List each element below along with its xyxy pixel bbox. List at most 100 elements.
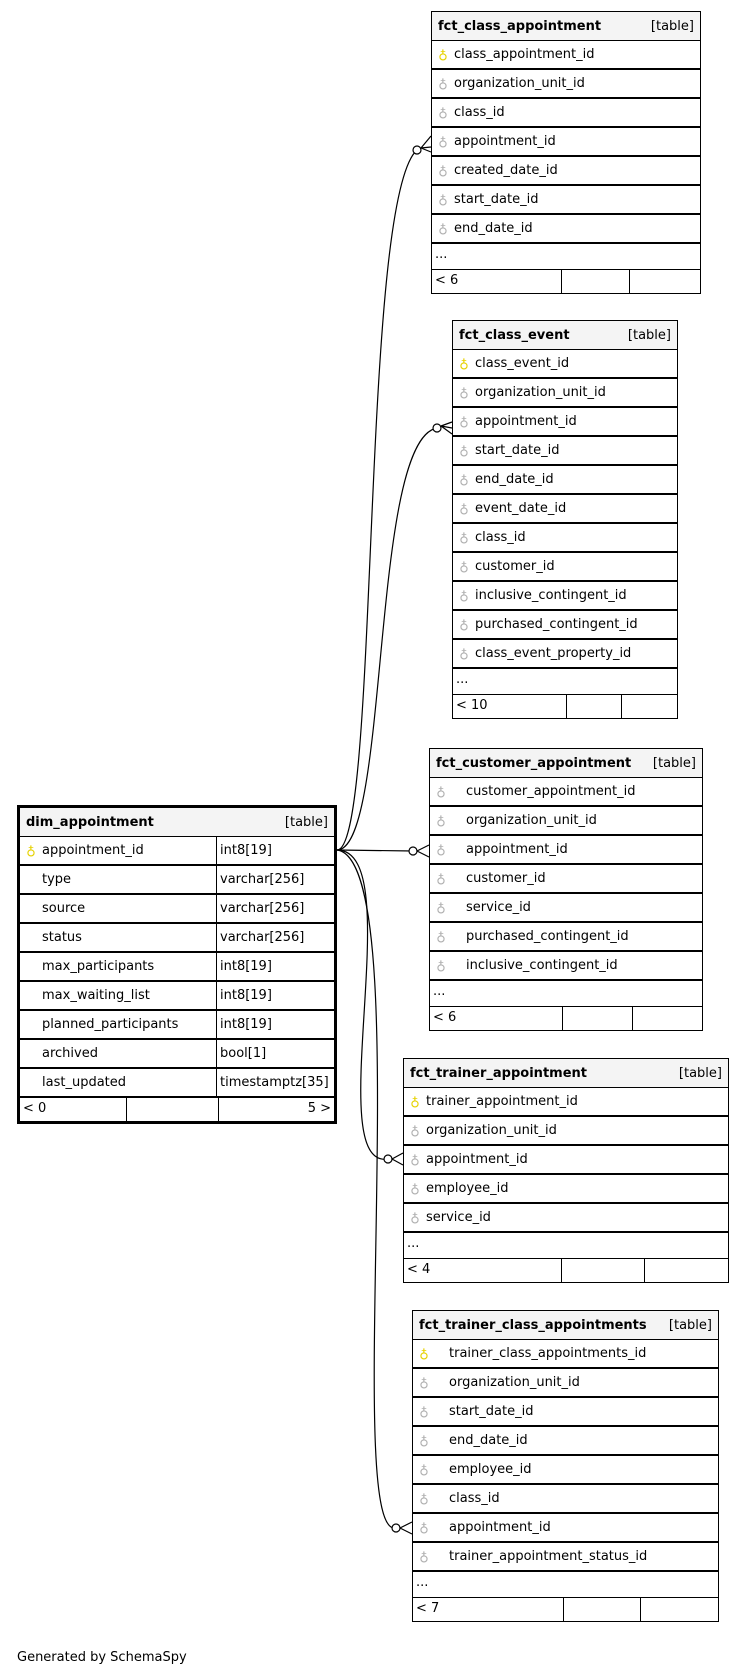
column-row[interactable]: max_participants int8[19] [20,953,334,982]
column-row[interactable]: ♀ trainer_appointment_id [404,1088,728,1117]
column-row[interactable]: planned_participants int8[19] [20,1011,334,1040]
column-row[interactable]: ♀ appointment_id int8[19] [20,837,334,866]
column-row[interactable]: ♀ class_id [413,1485,718,1514]
more-columns[interactable]: ... [404,1233,728,1259]
column-row[interactable]: ♀ class_appointment_id [432,41,700,70]
column-row[interactable]: ♀ class_event_property_id [453,640,677,669]
column-row[interactable]: ♀ organization_unit_id [432,70,700,99]
primary-key-icon: ♀ [438,47,448,62]
column-row[interactable]: ♀ organization_unit_id [404,1117,728,1146]
column-row[interactable]: ♀ purchased_contingent_id [453,611,677,640]
column-type: int8[19] [216,982,334,1009]
column-row[interactable]: ♀ employee_id [413,1456,718,1485]
column-row[interactable]: ♀ appointment_id [432,128,700,157]
column-row[interactable]: max_waiting_list int8[19] [20,982,334,1011]
more-columns[interactable]: ... [432,244,700,270]
column-row[interactable]: status varchar[256] [20,924,334,953]
table-kind: [table] [652,755,696,771]
column-name: customer_appointment_id [466,784,636,799]
column-row[interactable]: ♀ appointment_id [413,1514,718,1543]
foreign-key-icon: ♀ [410,1181,420,1196]
table-header[interactable]: fct_trainer_appointment [table] [404,1059,728,1088]
table-header[interactable]: fct_class_appointment [table] [432,12,700,41]
table-header[interactable]: fct_class_event [table] [453,321,677,350]
column-name: purchased_contingent_id [475,617,638,632]
column-row[interactable]: ♀ customer_id [430,865,702,894]
foreign-key-icon: ♀ [419,1375,429,1390]
crows-foot-icon [416,844,430,858]
table-header[interactable]: dim_appointment [table] [20,808,334,837]
foreign-key-icon: ♀ [438,192,448,207]
column-row[interactable]: ♀ service_id [404,1204,728,1233]
column-row[interactable]: ♀ organization_unit_id [453,379,677,408]
column-row[interactable]: archived bool[1] [20,1040,334,1069]
column-row[interactable]: ♀ inclusive_contingent_id [453,582,677,611]
foreign-key-icon: ♀ [419,1462,429,1477]
column-row[interactable]: ♀ customer_appointment_id [430,778,702,807]
column-row[interactable]: ♀ class_event_id [453,350,677,379]
column-row[interactable]: source varchar[256] [20,895,334,924]
footer-cell: 5 > [218,1098,334,1121]
column-name: appointment_id [42,843,144,858]
column-name: organization_unit_id [449,1375,580,1390]
column-row[interactable]: ♀ employee_id [404,1175,728,1204]
column-name: appointment_id [466,842,568,857]
column-row[interactable]: last_updated timestamptz[35] [20,1069,334,1098]
column-name: start_date_id [475,443,560,458]
column-row[interactable]: ♀ end_date_id [453,466,677,495]
column-name: status [42,930,82,945]
more-columns[interactable]: ... [430,981,702,1007]
column-row[interactable]: ♀ class_id [453,524,677,553]
column-name: service_id [466,900,531,915]
footer-cell: < 6 [433,1010,457,1025]
table-dim-appointment[interactable]: dim_appointment [table] ♀ appointment_id… [17,805,337,1124]
more-columns[interactable]: ... [413,1572,718,1598]
table-fct-trainer-appointment[interactable]: fct_trainer_appointment [table] ♀ traine… [403,1058,729,1283]
column-row[interactable]: ♀ trainer_appointment_status_id [413,1543,718,1572]
column-name: employee_id [426,1181,509,1196]
column-row[interactable]: ♀ service_id [430,894,702,923]
column-row[interactable]: ♀ organization_unit_id [430,807,702,836]
rel-line-customer-appointment [336,849,414,852]
column-name: class_id [449,1491,500,1506]
table-header[interactable]: fct_trainer_class_appointments [table] [413,1311,718,1340]
crows-foot-icon [420,135,432,153]
column-row[interactable]: ♀ start_date_id [432,186,700,215]
column-name: max_waiting_list [42,988,150,1003]
column-name: created_date_id [454,163,558,178]
column-row[interactable]: ♀ purchased_contingent_id [430,923,702,952]
column-row[interactable]: ♀ appointment_id [453,408,677,437]
column-row[interactable]: ♀ created_date_id [432,157,700,186]
column-row[interactable]: ♀ event_date_id [453,495,677,524]
more-columns[interactable]: ... [453,669,677,695]
column-row[interactable]: ♀ end_date_id [432,215,700,244]
table-header[interactable]: fct_customer_appointment [table] [430,749,702,778]
table-fct-trainer-class-appointments[interactable]: fct_trainer_class_appointments [table] ♀… [412,1310,719,1622]
column-row[interactable]: ♀ inclusive_contingent_id [430,952,702,981]
column-row[interactable]: ♀ organization_unit_id [413,1369,718,1398]
generated-by-label: Generated by SchemaSpy [17,1650,187,1665]
column-row[interactable]: type varchar[256] [20,866,334,895]
foreign-key-icon: ♀ [419,1549,429,1564]
table-fct-customer-appointment[interactable]: fct_customer_appointment [table] ♀ custo… [429,748,703,1031]
foreign-key-icon: ♀ [410,1210,420,1225]
column-row[interactable]: ♀ trainer_class_appointments_id [413,1340,718,1369]
table-kind: [table] [627,327,671,343]
column-type: bool[1] [216,1040,334,1067]
table-fct-class-appointment[interactable]: fct_class_appointment [table] ♀ class_ap… [431,11,701,294]
rel-line-trainer-appointment [336,849,389,1160]
footer-cell [628,270,700,293]
column-row[interactable]: ♀ start_date_id [453,437,677,466]
foreign-key-icon: ♀ [459,588,469,603]
column-name: planned_participants [42,1017,179,1032]
column-row[interactable]: ♀ class_id [432,99,700,128]
column-row[interactable]: ♀ appointment_id [430,836,702,865]
column-name: organization_unit_id [426,1123,557,1138]
column-row[interactable]: ♀ end_date_id [413,1427,718,1456]
column-row[interactable]: ♀ start_date_id [413,1398,718,1427]
column-name: trainer_class_appointments_id [449,1346,647,1361]
column-row[interactable]: ♀ customer_id [453,553,677,582]
column-row[interactable]: ♀ appointment_id [404,1146,728,1175]
table-fct-class-event[interactable]: fct_class_event [table] ♀ class_event_id… [452,320,678,719]
